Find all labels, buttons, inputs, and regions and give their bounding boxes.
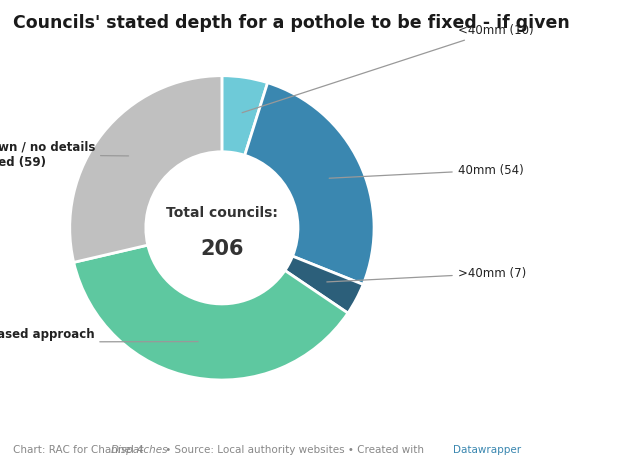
Text: Total councils:: Total councils: bbox=[166, 206, 278, 219]
Text: Chart: RAC for Channel 4: Chart: RAC for Channel 4 bbox=[13, 445, 146, 455]
Wedge shape bbox=[222, 76, 268, 155]
Text: Risk-based approach
(76): Risk-based approach (76) bbox=[0, 328, 198, 356]
Text: Datawrapper: Datawrapper bbox=[453, 445, 521, 455]
Text: • Source: Local authority websites • Created with: • Source: Local authority websites • Cre… bbox=[162, 445, 427, 455]
Text: Unknown / no details
provided (59): Unknown / no details provided (59) bbox=[0, 141, 129, 169]
Wedge shape bbox=[285, 256, 363, 313]
Text: 40mm (54): 40mm (54) bbox=[329, 164, 524, 178]
Wedge shape bbox=[245, 83, 374, 285]
Text: >40mm (7): >40mm (7) bbox=[327, 267, 526, 282]
Wedge shape bbox=[74, 245, 348, 380]
Text: <40mm (10): <40mm (10) bbox=[242, 24, 533, 113]
Text: 206: 206 bbox=[200, 239, 243, 259]
Text: Dispatches: Dispatches bbox=[111, 445, 169, 455]
Wedge shape bbox=[70, 76, 222, 262]
Text: Councils' stated depth for a pothole to be fixed - if given: Councils' stated depth for a pothole to … bbox=[13, 14, 569, 32]
